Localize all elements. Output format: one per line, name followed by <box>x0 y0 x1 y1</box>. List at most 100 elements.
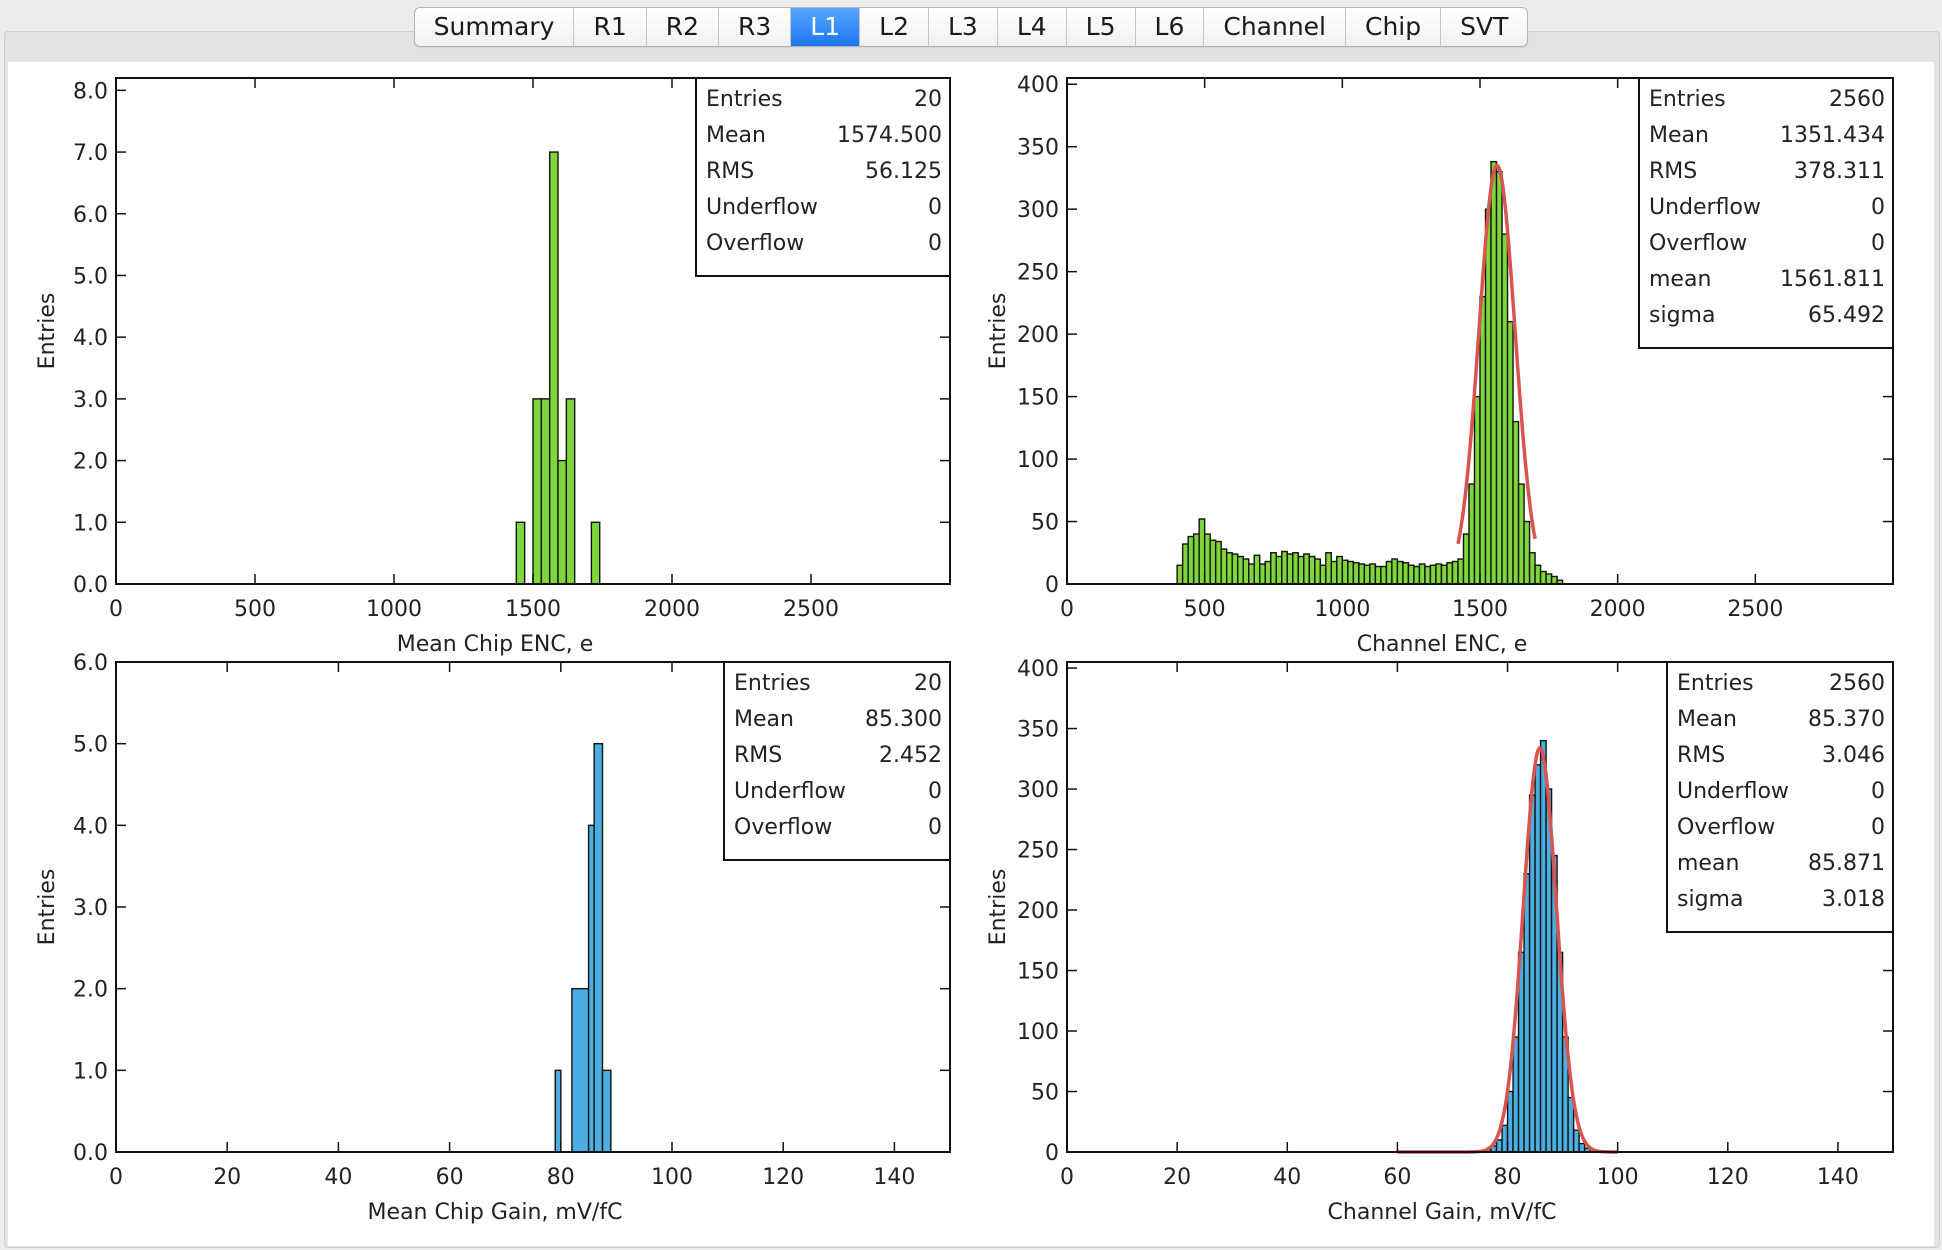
tab-l1[interactable]: L1 <box>791 8 861 46</box>
histogram-bin <box>1363 564 1371 585</box>
histogram-bin <box>1385 560 1393 585</box>
stat-value: 3.046 <box>1822 743 1885 768</box>
tab-r3[interactable]: R3 <box>719 8 792 46</box>
stat-value: 0 <box>928 195 942 220</box>
x-tick-label: 100 <box>651 1165 693 1190</box>
histogram-bin <box>1501 233 1509 585</box>
y-tick-label: 7.0 <box>73 141 108 166</box>
histogram-bin <box>1181 543 1189 585</box>
x-tick-label: 0 <box>1060 597 1074 622</box>
histogram-bin <box>1534 564 1542 585</box>
tab-channel[interactable]: Channel <box>1204 8 1346 46</box>
statistics-box: Entries 20 Mean 85.300 RMS 2.452 Underflow 0 Ove… <box>723 661 951 861</box>
tab-svt[interactable]: SVT <box>1460 12 1509 41</box>
histogram-bin <box>1501 1124 1509 1153</box>
histogram-bin <box>1319 564 1327 585</box>
histogram-bin <box>593 742 604 1153</box>
tab-l6[interactable]: L6 <box>1136 8 1205 46</box>
y-tick-label: 350 <box>1017 136 1059 161</box>
y-tick-label: 100 <box>1017 1020 1059 1045</box>
histogram-bin <box>1374 565 1382 585</box>
histogram-bin <box>1424 565 1432 585</box>
histogram-bin <box>1198 518 1206 585</box>
histogram-bin <box>1490 161 1498 585</box>
stat-value: 0 <box>928 231 942 256</box>
stat-value: 378.311 <box>1794 159 1885 184</box>
tab-l5[interactable]: L5 <box>1067 8 1136 46</box>
histogram-bin <box>1308 555 1316 585</box>
histogram-bin <box>1248 563 1255 585</box>
x-tick-label: 1000 <box>1314 597 1370 622</box>
tab-l3[interactable]: L3 <box>929 8 998 46</box>
histogram-bin <box>554 1069 562 1153</box>
histogram-bin <box>540 398 551 585</box>
y-tick-label: 1.0 <box>73 511 108 536</box>
tab-r2[interactable]: R2 <box>647 8 720 46</box>
histogram-bin <box>1270 552 1277 585</box>
stat-label: Underflow <box>1677 779 1789 804</box>
y-tick-label: 6.0 <box>73 203 108 228</box>
x-tick-label: 500 <box>234 597 276 622</box>
tab-l4[interactable]: L4 <box>998 8 1067 46</box>
histogram-bin <box>1176 564 1184 585</box>
histogram-bin <box>1495 1139 1503 1153</box>
statistics-box: Entries 2560 Mean 1351.434 RMS 378.311 Underfl… <box>1638 77 1894 349</box>
histogram-bin <box>1473 395 1481 585</box>
x-tick-label: 120 <box>1707 1165 1749 1190</box>
stat-label: RMS <box>1649 159 1697 184</box>
y-tick-label: 1.0 <box>73 1059 108 1084</box>
histogram-bin <box>1523 520 1531 585</box>
statistics-box-frame <box>723 661 951 861</box>
x-axis-title: Mean Chip Gain, mV/fC <box>368 1200 623 1225</box>
stat-value: 1574.500 <box>837 123 942 148</box>
histogram-bin <box>1396 560 1404 585</box>
x-tick-label: 80 <box>547 1165 575 1190</box>
stat-label: Underflow <box>1649 195 1761 220</box>
histogram-bin <box>1303 553 1310 585</box>
histogram-bin <box>1468 483 1476 585</box>
histogram-bin <box>1457 558 1465 585</box>
tab-chip[interactable]: Chip <box>1346 8 1442 46</box>
statistics-box: Entries 20 Mean 1574.500 RMS 56.125 Underflow 0… <box>695 77 951 277</box>
y-tick-label: 250 <box>1017 261 1059 286</box>
histogram-bin <box>1292 552 1299 585</box>
histogram-1: 0 500 1000 1500 2000 25000.01.02.03.04.05.06.… <box>35 77 951 657</box>
y-tick-label: 150 <box>1017 386 1059 411</box>
stat-label: Underflow <box>706 195 818 220</box>
tab-r1[interactable]: R1 <box>574 8 647 46</box>
stat-value: 85.871 <box>1808 851 1885 876</box>
y-tick-label: 100 <box>1017 448 1059 473</box>
y-axis-title: Entries <box>986 293 1011 370</box>
histogram-bin <box>1347 560 1355 585</box>
histogram-bin <box>1330 560 1338 585</box>
histogram-bin <box>1484 208 1492 585</box>
x-tick-label: 2000 <box>644 597 700 622</box>
histogram-bin <box>1440 564 1448 585</box>
y-tick-label: 5.0 <box>73 733 108 758</box>
stat-label: Overflow <box>734 815 832 840</box>
statistics-box-frame <box>1666 661 1894 933</box>
stat-label: Underflow <box>734 779 846 804</box>
x-axis-title: Channel ENC, e <box>1357 632 1528 657</box>
histogram-bin <box>1187 535 1195 585</box>
y-tick-label: 3.0 <box>73 388 108 413</box>
tab-l2[interactable]: L2 <box>860 8 929 46</box>
x-tick-label: 0 <box>1060 1165 1074 1190</box>
histogram-bin <box>1341 559 1349 585</box>
histogram-bin <box>1528 794 1536 1153</box>
histogram-bin <box>1237 555 1244 585</box>
y-tick-label: 400 <box>1017 657 1059 682</box>
y-tick-label: 2.0 <box>73 978 108 1003</box>
histogram-bin <box>1495 171 1503 585</box>
x-tick-label: 2000 <box>1590 597 1646 622</box>
histogram-bin <box>557 459 568 585</box>
x-tick-label: 60 <box>1383 1165 1411 1190</box>
histogram-bin <box>1534 764 1542 1153</box>
histogram-2: 0 500 1000 1500 2000 2500 0 50 100 150 200 250 300 35… <box>986 73 1894 657</box>
histogram-bin <box>1512 420 1520 585</box>
histogram-bin <box>1479 295 1487 585</box>
histogram-bin <box>1220 548 1228 585</box>
tab-summary[interactable]: Summary <box>415 8 575 46</box>
stat-label: Entries <box>1677 671 1754 696</box>
stat-value: 3.018 <box>1822 887 1885 912</box>
